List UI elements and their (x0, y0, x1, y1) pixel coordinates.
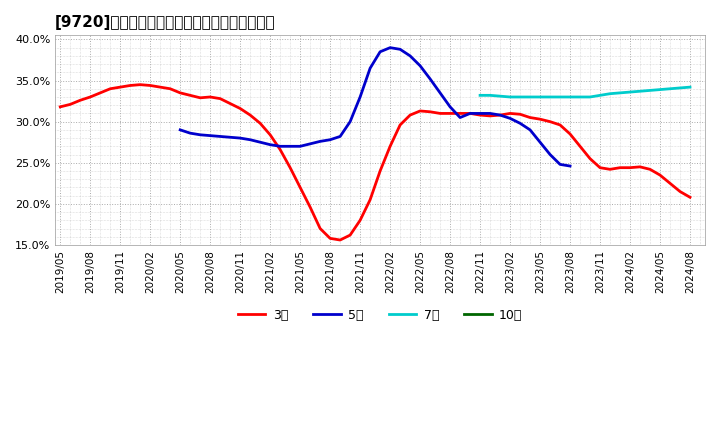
3年 (476, 113, 485, 118)
5年 (396, 47, 405, 52)
5年 (526, 127, 534, 132)
5年 (196, 132, 204, 137)
3年 (136, 82, 145, 87)
5年 (256, 139, 264, 145)
7年 (586, 94, 595, 99)
5年 (226, 135, 235, 140)
3年 (336, 238, 344, 243)
7年 (486, 93, 495, 98)
5年 (276, 144, 284, 149)
7年 (616, 90, 624, 95)
5年 (415, 63, 424, 68)
Line: 3年: 3年 (60, 84, 690, 240)
Line: 5年: 5年 (180, 48, 570, 166)
7年 (546, 94, 554, 99)
5年 (456, 115, 464, 120)
5年 (516, 121, 524, 126)
5年 (446, 104, 454, 110)
7年 (606, 91, 614, 96)
5年 (505, 116, 514, 121)
5年 (326, 137, 335, 143)
7年 (566, 94, 575, 99)
3年 (146, 83, 155, 88)
5年 (466, 111, 474, 116)
3年 (486, 113, 495, 118)
5年 (266, 142, 274, 147)
5年 (486, 111, 495, 116)
5年 (316, 139, 325, 144)
7年 (646, 88, 654, 93)
3年 (386, 144, 395, 149)
7年 (496, 94, 505, 99)
5年 (176, 127, 184, 132)
3年 (685, 194, 694, 200)
7年 (636, 88, 644, 94)
7年 (526, 94, 534, 99)
3年 (326, 236, 335, 241)
5年 (436, 90, 444, 95)
5年 (426, 76, 434, 81)
7年 (516, 94, 524, 99)
5年 (236, 136, 245, 141)
7年 (685, 84, 694, 90)
3年 (426, 109, 434, 114)
7年 (476, 93, 485, 98)
7年 (675, 85, 684, 91)
7年 (656, 87, 665, 92)
5年 (476, 111, 485, 116)
5年 (246, 137, 254, 143)
5年 (566, 163, 575, 169)
5年 (496, 113, 505, 118)
5年 (296, 144, 305, 149)
Text: [9720]　当期純利益マージンの標準偏差の推移: [9720] 当期純利益マージンの標準偏差の推移 (55, 15, 276, 30)
5年 (216, 134, 225, 139)
7年 (666, 86, 675, 92)
7年 (536, 94, 544, 99)
Legend: 3年, 5年, 7年, 10年: 3年, 5年, 7年, 10年 (233, 304, 528, 327)
5年 (386, 45, 395, 50)
5年 (356, 94, 364, 99)
5年 (546, 152, 554, 157)
5年 (186, 131, 194, 136)
7年 (505, 94, 514, 99)
5年 (206, 133, 215, 138)
7年 (576, 94, 585, 99)
3年 (56, 104, 65, 110)
5年 (536, 139, 544, 145)
5年 (366, 66, 374, 71)
7年 (595, 93, 604, 98)
5年 (336, 134, 344, 139)
Line: 7年: 7年 (480, 87, 690, 97)
5年 (346, 119, 354, 124)
5年 (376, 49, 384, 55)
7年 (626, 89, 634, 95)
5年 (306, 141, 315, 147)
7年 (556, 94, 564, 99)
5年 (406, 53, 415, 59)
5年 (556, 162, 564, 167)
5年 (286, 144, 294, 149)
